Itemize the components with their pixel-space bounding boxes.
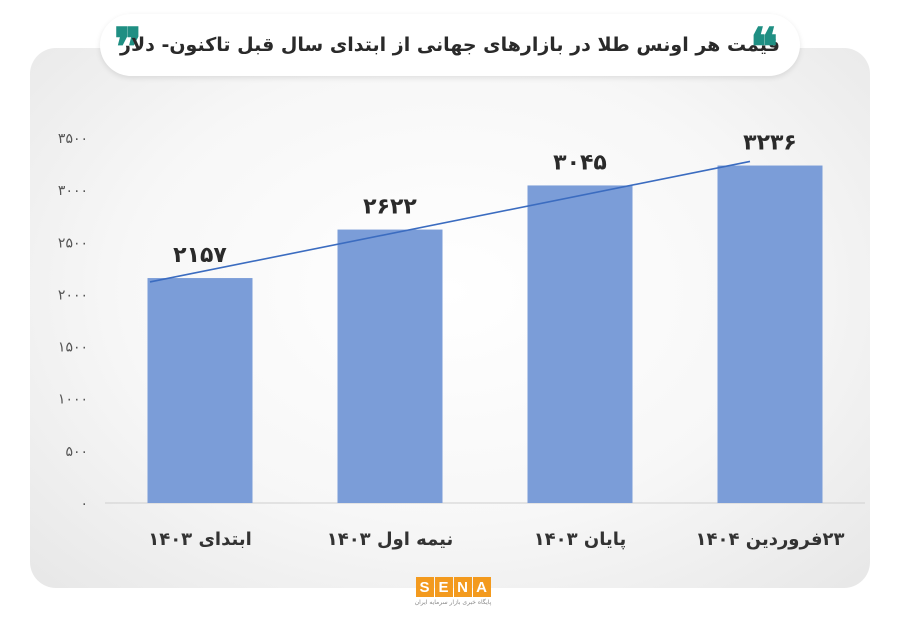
y-tick-label: ۳۰۰۰	[58, 183, 88, 199]
y-tick-label: ۲۰۰۰	[58, 287, 88, 303]
y-tick-label: ۳۵۰۰	[58, 131, 88, 147]
x-category-label: پایان ۱۴۰۳	[534, 529, 627, 550]
y-tick-label: ۱۵۰۰	[58, 340, 88, 356]
chart-title: قیمت هر اونس طلا در بازارهای جهانی از اب…	[120, 34, 780, 56]
bar	[527, 185, 633, 503]
logo-letter: N	[453, 577, 472, 597]
x-category-label: نیمه اول ۱۴۰۳	[327, 529, 454, 550]
quote-open-icon: ❞	[114, 17, 142, 78]
bar-value-label: ۲۱۵۷	[173, 243, 227, 268]
trendline	[149, 160, 751, 283]
x-category-label: ۲۳فروردین ۱۴۰۴	[696, 529, 845, 550]
y-tick-label: ۵۰۰	[65, 444, 88, 460]
bar	[337, 229, 443, 503]
logo-letter: A	[472, 577, 491, 597]
y-tick-label: ۰	[80, 496, 88, 512]
y-tick-label: ۲۵۰۰	[58, 235, 88, 251]
bar	[717, 165, 823, 503]
bar-value-label: ۳۰۴۵	[553, 150, 607, 175]
y-tick-label: ۱۰۰۰	[58, 392, 88, 408]
bar-value-label: ۲۶۲۲	[363, 195, 417, 220]
logo-letter: S	[415, 577, 434, 597]
quote-close-icon: ❝	[750, 17, 778, 78]
title-banner	[100, 14, 800, 76]
logo-letter: E	[434, 577, 453, 597]
bar	[147, 278, 253, 503]
logo-subtitle: پایگاه خبری بازار سرمایه ایران	[414, 599, 492, 606]
bar-value-label: ۳۲۳۶	[743, 131, 797, 156]
x-category-label: ابتدای ۱۴۰۳	[148, 529, 252, 550]
